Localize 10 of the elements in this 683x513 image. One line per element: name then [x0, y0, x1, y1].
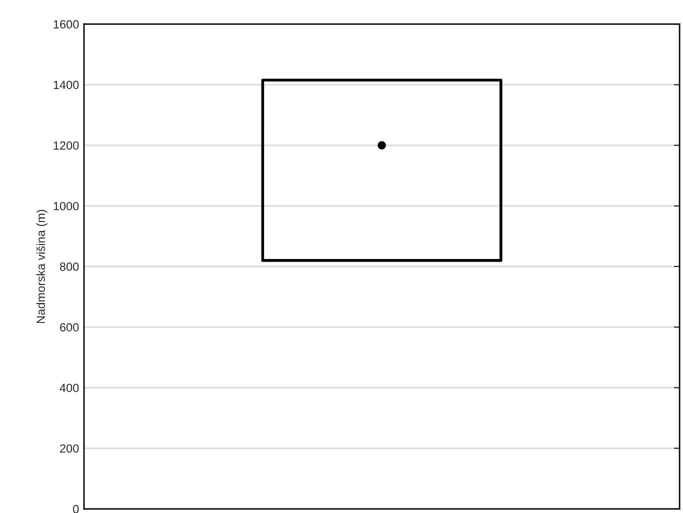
y-tick-label: 0 — [73, 504, 79, 513]
y-tick-label: 1600 — [54, 20, 79, 29]
y-tick-label: 1400 — [54, 80, 79, 90]
y-tick-label: 800 — [60, 262, 79, 271]
y-tick-label: 600 — [60, 323, 79, 332]
y-axis-title: Nadmorska višina (m) — [36, 210, 48, 323]
y-tick-label: 400 — [60, 384, 79, 392]
y-tick-label: 1200 — [54, 141, 79, 150]
y-tick-label: 200 — [60, 444, 79, 453]
y-tick-label: 1000 — [54, 202, 79, 210]
